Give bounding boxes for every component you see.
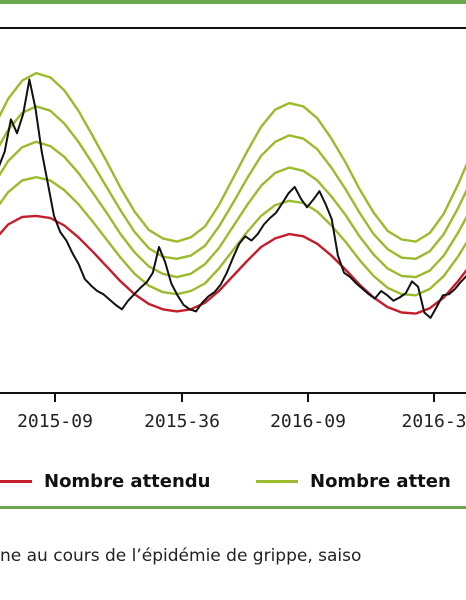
x-tick-label-3: 2016-3 [401, 411, 466, 432]
x-tick-label-0: 2015-09 [17, 411, 93, 432]
bottom-green-rule [0, 506, 466, 509]
legend-item-seuils: Nombre atten [256, 464, 451, 498]
legend-green-line-swatch [256, 479, 298, 483]
legend-label-seuils: Nombre atten [310, 470, 451, 492]
line-chart: 2015-09 2015-36 2016-09 2016-3 [0, 27, 466, 432]
top-green-rule [0, 0, 466, 4]
series-line-3 [0, 105, 466, 260]
series-layer [0, 71, 466, 319]
legend-label-nombre-attendu: Nombre attendu [44, 470, 211, 492]
series-line-5 [0, 78, 466, 319]
figure-caption: ne au cours de l’épidémie de grippe, sai… [0, 546, 362, 566]
x-tick-label-2: 2016-09 [270, 411, 346, 432]
x-tick-label-1: 2015-36 [144, 411, 220, 432]
series-line-1 [0, 175, 466, 297]
legend-item-nombre-attendu: Nombre attendu [0, 464, 211, 498]
chart-legend: Nombre attendu Nombre atten [0, 464, 466, 498]
x-axis-ticks: 2015-09 2015-36 2016-09 2016-3 [17, 393, 466, 432]
plot-frame [0, 27, 466, 394]
legend-red-line-swatch [0, 479, 32, 483]
series-line-2 [0, 140, 466, 279]
series-line-4 [0, 71, 466, 243]
series-line-0 [0, 214, 466, 315]
